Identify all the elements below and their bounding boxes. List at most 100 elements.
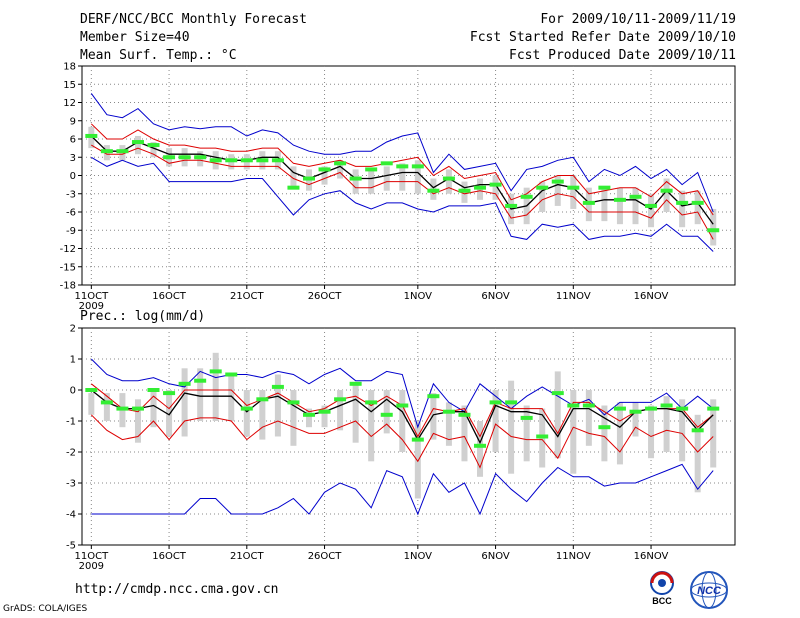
prec-ensemble-box [445, 402, 452, 446]
forecast-started-date: Fcst Started Refer Date 2009/10/10 [469, 30, 736, 45]
temp-line-min [91, 156, 714, 252]
prec-observed-marker [100, 400, 113, 405]
temp-observed-marker [707, 228, 720, 233]
forecast-period: For 2009/10/11-2009/11/19 [540, 12, 736, 27]
temp-ensemble-box [554, 175, 561, 206]
prec-observed-marker [582, 403, 595, 408]
temp-ytick-label: -9 [66, 226, 76, 237]
prec-observed-marker [660, 403, 673, 408]
temp-ytick-label: 3 [70, 153, 76, 164]
prec-ytick-label: -1 [66, 417, 76, 428]
temp-observed-marker [691, 200, 704, 205]
prec-observed-marker [131, 406, 144, 411]
prec-observed-marker [380, 412, 393, 417]
prec-xtick-label: 21OCT [230, 551, 265, 562]
prec-ytick-label: -5 [66, 541, 76, 552]
prec-xtick-label: 16OCT [152, 551, 187, 562]
prec-line-max [90, 358, 714, 429]
temp-ensemble-box [134, 135, 141, 155]
prec-observed-marker [365, 400, 378, 405]
temp-observed-marker [147, 143, 160, 148]
temp-observed-marker [442, 176, 455, 181]
temp-observed-marker [365, 167, 378, 172]
temp-xtick-label: 16NOV [634, 291, 669, 302]
prec-observed-marker [147, 388, 160, 392]
temp-observed-marker [256, 158, 269, 163]
prec-ensemble-box [197, 368, 204, 421]
prec-observed-marker [551, 391, 564, 396]
prec-ytick-label: -2 [66, 448, 76, 459]
temp-observed-marker [163, 155, 176, 160]
prec-observed-marker [287, 400, 300, 405]
prec-ensemble-box [259, 390, 266, 440]
prec-line-lower [90, 414, 714, 469]
prec-observed-marker [707, 406, 720, 411]
prec-ensemble-box [150, 390, 157, 428]
prec-ensemble-box [88, 393, 95, 415]
temp-observed-marker [131, 140, 144, 145]
prec-ensemble-box [212, 352, 219, 421]
prec-line-mean [90, 389, 714, 445]
temperature-panel-title: Mean Surf. Temp.: °C [80, 48, 237, 63]
prec-ytick-label: 1 [70, 355, 76, 366]
temp-line-max [90, 93, 714, 213]
prec-ensemble-box [337, 390, 344, 431]
temp-observed-marker [380, 161, 393, 166]
grads-credit: GrADS: COLA/IGES [3, 604, 88, 614]
temp-ensemble-box [679, 190, 686, 228]
temp-observed-marker [411, 164, 424, 169]
temp-observed-marker [582, 200, 595, 205]
temp-plot-frame [81, 65, 736, 286]
prec-ensemble-box [694, 414, 701, 493]
temp-ensemble-box [290, 166, 297, 188]
source-url[interactable]: http://cmdp.ncc.cma.gov.cn [75, 582, 279, 597]
temp-ytick-label: -15 [60, 262, 76, 273]
temp-observed-marker [85, 133, 98, 138]
prec-observed-marker [411, 437, 424, 442]
temp-ensemble-box [492, 175, 499, 200]
prec-observed-marker [676, 406, 689, 411]
temp-observed-marker [209, 158, 222, 163]
temp-observed-marker [225, 158, 238, 163]
temp-ytick-label: 0 [70, 171, 76, 182]
prec-observed-marker [536, 434, 549, 439]
prec-line-min [91, 463, 714, 516]
temp-xtick-label: 11NOV [556, 291, 591, 302]
temp-observed-marker [598, 185, 611, 190]
temp-observed-marker [520, 194, 533, 199]
temp-observed-marker [318, 167, 331, 172]
prec-observed-marker [691, 428, 704, 433]
prec-observed-marker [302, 412, 315, 417]
temp-xtick-label: 16OCT [152, 291, 187, 302]
temp-ytick-label: -3 [66, 189, 76, 200]
prec-ensemble-box [352, 383, 359, 443]
temp-line-upper [90, 123, 714, 216]
prec-ensemble-box [554, 371, 561, 459]
prec-ensemble-box [181, 368, 188, 437]
prec-ensemble-box [477, 421, 484, 477]
temp-observed-marker [645, 203, 658, 208]
prec-observed-marker [163, 391, 176, 396]
prec-observed-marker [474, 443, 487, 448]
prec-plot-frame [81, 327, 736, 546]
temp-ytick-label: -12 [60, 244, 76, 255]
temp-ensemble-box [570, 175, 577, 209]
prec-observed-marker [505, 400, 518, 405]
prec-observed-marker [334, 397, 347, 402]
temp-xtick-label: 11OCT [74, 291, 109, 302]
member-size-label: Member Size=40 [80, 30, 190, 45]
temp-ensemble-box [601, 187, 608, 222]
prec-xtick-label: 26OCT [308, 551, 343, 562]
temp-ytick-label: 18 [63, 62, 76, 73]
prec-xtick-label: 11OCT [74, 551, 109, 562]
temp-observed-marker [629, 194, 642, 199]
temp-ensemble-box [648, 193, 655, 228]
temp-ensemble-box [321, 166, 328, 185]
prec-ensemble-box [679, 399, 686, 462]
prec-observed-marker [598, 425, 611, 430]
prec-ensemble-box [585, 390, 592, 446]
temp-xtick-label: 1NOV [404, 291, 433, 302]
prec-ensemble-box [243, 390, 250, 437]
prec-observed-marker [645, 406, 658, 411]
